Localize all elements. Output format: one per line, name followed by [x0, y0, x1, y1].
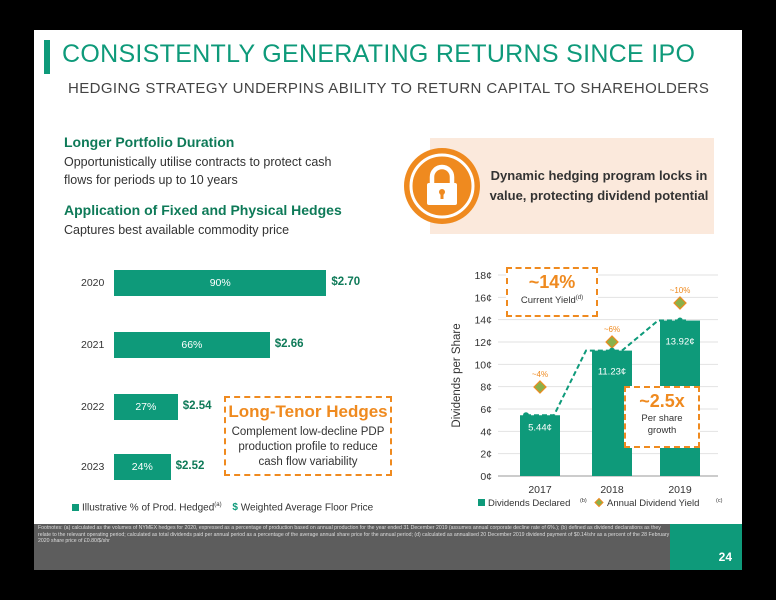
point-heading-hedges: Application of Fixed and Physical Hedges: [64, 202, 342, 218]
x-tick-label: 2017: [528, 484, 552, 496]
page-subtitle: HEDGING STRATEGY UNDERPINS ABILITY TO RE…: [68, 80, 710, 97]
slide: CONSISTENTLY GENERATING RETURNS SINCE IP…: [34, 30, 742, 570]
lock-icon: [404, 148, 480, 224]
growth-box: ~2.5x Per share growth: [624, 386, 700, 448]
floor-price-label: $2.66: [274, 338, 304, 350]
page-number-box: 24: [670, 524, 742, 570]
y-tick-label: 6¢: [480, 404, 492, 416]
footnotes: Footnotes: (a) calculated as the volumes…: [38, 525, 670, 545]
y-tick-label: 18¢: [474, 270, 492, 282]
dividend-bar: [520, 415, 560, 476]
trend-point: [609, 347, 615, 354]
long-tenor-hedges-text: Complement low-decline PDP production pr…: [226, 425, 390, 470]
long-tenor-hedges-box: Long-Tenor Hedges Complement low-decline…: [224, 396, 392, 476]
footer: Footnotes: (a) calculated as the volumes…: [34, 524, 742, 570]
dividend-yield-label: ~6%: [604, 325, 620, 334]
y-axis-title: Dividends per Share: [451, 323, 463, 427]
y-tick-label: 14¢: [474, 315, 492, 327]
y-tick-label: 12¢: [474, 337, 492, 349]
growth-label: Per share growth: [626, 413, 698, 437]
point-text-duration: Opportunistically utilise contracts to p…: [64, 153, 331, 189]
point-line: Opportunistically utilise contracts to p…: [64, 155, 332, 169]
dividend-yield-label: ~10%: [670, 286, 691, 295]
hedge-bar: 27%: [114, 394, 178, 420]
legend-yield-sup: (c): [716, 498, 723, 504]
dividend-yield-marker: [533, 380, 547, 394]
page-title: CONSISTENTLY GENERATING RETURNS SINCE IP…: [62, 40, 696, 68]
y-tick-label: 16¢: [474, 292, 492, 304]
trend-point: [523, 412, 529, 419]
legend-swatch: [72, 504, 79, 512]
legend-dividends-label: Dividends Declared: [488, 498, 570, 509]
trend-point: [677, 317, 683, 324]
floor-price-label: $2.52: [175, 460, 205, 472]
growth-line: Per share: [641, 413, 683, 424]
floor-price-label: $2.54: [182, 400, 212, 412]
dividend-yield-marker: [673, 296, 687, 310]
title-accent-bar: [44, 40, 50, 74]
point-line: flows for periods up to 10 years: [64, 173, 238, 187]
hedge-bar: 66%: [114, 332, 270, 358]
hedge-bar: 90%: [114, 270, 327, 296]
hedge-chart-legend: Illustrative % of Prod. Hedged(a) $ Weig…: [72, 502, 373, 513]
y-tick-label: 8¢: [480, 382, 492, 394]
callout-line: Dynamic hedging program locks in: [490, 168, 708, 183]
point-line: Captures best available commodity price: [64, 223, 290, 237]
legend-bar-sup: (a): [214, 502, 222, 508]
callout-line: value, protecting dividend potential: [489, 188, 709, 203]
current-yield-label: Current Yield(d): [508, 295, 596, 306]
dividend-value-label: 13.92¢: [665, 337, 694, 348]
current-yield-label-text: Current Yield: [520, 295, 576, 307]
floor-price-label: $2.70: [331, 276, 361, 288]
page-number: 24: [718, 550, 732, 564]
legend-swatch-yield: [594, 497, 604, 508]
y-tick-label: 0¢: [480, 471, 492, 483]
current-yield-box: ~14% Current Yield(d): [506, 267, 598, 317]
hedge-year-label: 2021: [81, 339, 105, 351]
y-tick-label: 10¢: [474, 359, 492, 371]
hedge-line: Complement low-decline PDP: [231, 426, 385, 438]
callout-text: Dynamic hedging program locks in value, …: [486, 166, 712, 206]
dividend-chart: 0¢ 2¢ 4¢ 6¢ 8¢ 10¢ 12¢ 14¢ 16¢ 18¢ Dividends per S…: [451, 270, 723, 509]
dividend-value-label: 5.44¢: [528, 422, 552, 433]
hedge-year-label: 2020: [81, 277, 105, 289]
legend-yield-label: Annual Dividend Yield: [607, 498, 699, 509]
point-text-hedges: Captures best available commodity price: [64, 221, 289, 239]
dividend-trend-line: [526, 319, 686, 417]
y-tick-label: 4¢: [480, 426, 492, 438]
current-yield-sup: (d): [575, 295, 584, 301]
current-yield-value: ~14%: [528, 272, 576, 292]
dollar-icon: $: [232, 502, 238, 514]
dividend-yield-label: ~4%: [532, 370, 548, 379]
legend-bar-label: Illustrative % of Prod. Hedged: [82, 502, 215, 514]
dividend-value-label: 11.23¢: [598, 367, 626, 378]
y-tick-label: 2¢: [480, 449, 492, 461]
hedge-line: production profile to reduce: [238, 441, 378, 453]
point-heading-duration: Longer Portfolio Duration: [64, 134, 235, 150]
x-tick-label: 2018: [600, 484, 624, 496]
hedge-year-label: 2023: [81, 461, 105, 473]
legend-swatch-dividends: [478, 499, 485, 506]
growth-value: ~2.5x: [639, 391, 685, 411]
legend-dividends-sup: (b): [580, 498, 587, 504]
hedge-year-label: 2022: [81, 401, 105, 413]
legend-price-label: Weighted Average Floor Price: [240, 502, 374, 514]
hedge-line: cash flow variability: [258, 456, 358, 468]
long-tenor-hedges-title: Long-Tenor Hedges: [228, 402, 388, 421]
growth-line: growth: [647, 425, 677, 436]
dividend-yield-marker: [605, 335, 619, 349]
hedge-bar: 24%: [114, 454, 171, 480]
x-tick-label: 2019: [668, 484, 692, 496]
